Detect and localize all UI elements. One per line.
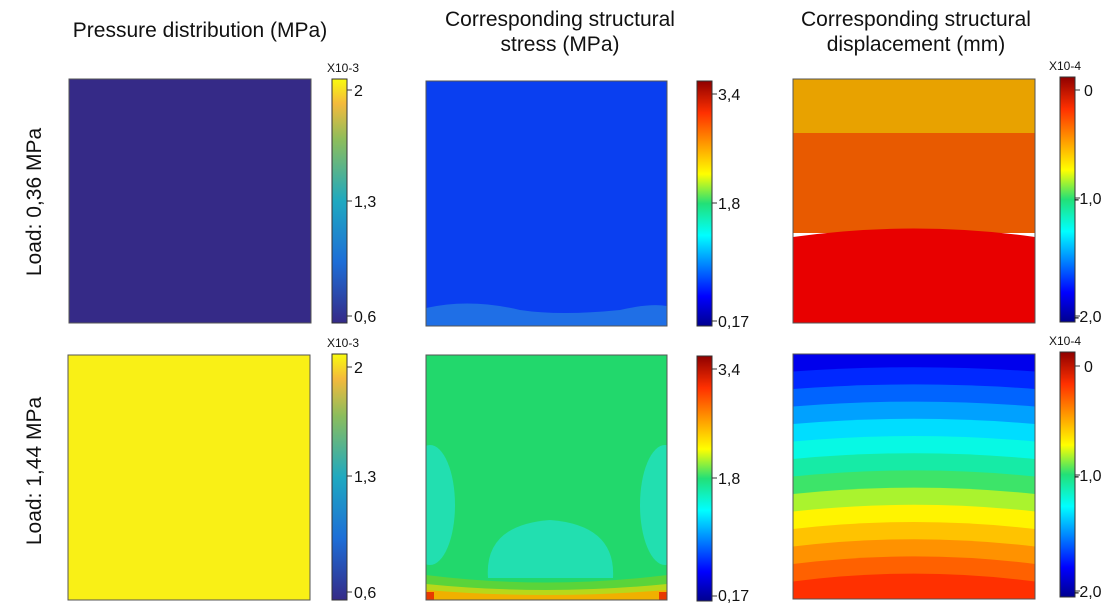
colorbar-stress-row2 [696,355,713,602]
colorbar-displacement-row2 [1059,351,1076,598]
colorbar-multiplier: X10-4 [1049,59,1081,73]
stress-row2-frame [425,354,668,601]
stress-row1-field [426,81,667,326]
colorbar-tick-label: -2,0 [1074,584,1102,601]
disp-row1-band-bottom [793,228,1035,323]
colorbar-tick-label: 0,6 [354,585,376,602]
title-stress-line2: stress (MPa) [500,33,620,56]
heatmap-displacement-row1 [792,78,1036,324]
stress-row2-corner-left [426,592,434,600]
heatmap-stress-row2 [426,355,667,600]
colorbar-tick-label: 2 [354,360,363,377]
stress-row2-bottom-band3 [426,590,667,600]
colorbar-multiplier: X10-4 [1049,334,1081,348]
colorbar-tick-label: -1,0 [1074,191,1102,208]
colorbar-displacement-row1 [1059,76,1076,323]
colorbar-tick-label: -1,0 [1074,468,1102,485]
disp-row2-band [793,573,1035,599]
colorbar-tick-label: 0 [1084,359,1093,376]
colorbar-tick-label: 3,4 [718,87,740,104]
title-displacement-line1: Corresponding structural [801,8,1031,31]
heatmap-pressure-row2 [67,354,311,601]
title-stress-line1: Corresponding structural [445,8,675,31]
stress-row2-left-lobe [426,445,455,565]
stress-row1-frame [425,80,668,327]
colorbar-tick-label: 1,3 [354,469,376,486]
heatmap-pressure-row1 [68,78,312,324]
colorbar-tick-label: 0,6 [354,309,376,326]
colorbar-tick-label: -2,0 [1074,309,1102,326]
title-displacement-line2: displacement (mm) [826,33,1006,56]
colorbar-multiplier: X10-3 [327,61,359,75]
colorbar-tick-label: 0,17 [718,314,749,331]
colorbar-tick-label: 1,3 [354,194,376,211]
disp-row1-frame [792,78,1036,324]
disp-row1-band-mid [793,133,1035,233]
stress-row1-bottom-band [426,303,667,326]
title-displacement: Corresponding structural displacement (m… [776,7,1056,57]
disp-row1-band-top [793,79,1035,134]
colorbar-stress-row1 [696,80,713,327]
colorbar-tick-label: 2 [354,83,363,100]
colorbar-pressure-row1 [331,78,348,324]
stress-row2-right-lobe [640,445,667,565]
stress-row2-center-lobe [487,520,614,578]
colorbar-tick-label: 0,17 [718,588,749,605]
title-stress: Corresponding structural stress (MPa) [415,7,705,57]
colorbar-tick-label: 1,8 [718,196,740,213]
colorbar-tick-label: 0 [1084,83,1093,100]
colorbar-multiplier: X10-3 [327,336,359,350]
stress-row2-corner-right [659,592,667,600]
heatmap-stress-row1 [425,80,668,327]
colorbar-pressure-row2 [331,353,348,601]
heatmap-displacement-row2 [793,354,1035,599]
disp-row2-frame [792,353,1036,600]
title-pressure: Pressure distribution (MPa) [72,19,328,42]
colorbar-tick-label: 1,8 [718,471,740,488]
colorbar-tick-label: 3,4 [718,362,740,379]
